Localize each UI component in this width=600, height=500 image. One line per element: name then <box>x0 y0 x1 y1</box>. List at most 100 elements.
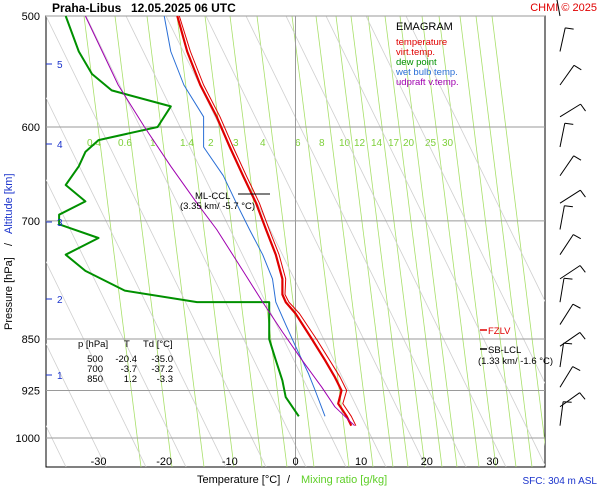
wind-barb <box>559 27 574 52</box>
wind-barb-flag <box>573 64 582 71</box>
x-tick-label: 30 <box>486 456 498 468</box>
table-cell: 1.2 <box>124 374 137 385</box>
series-dew-point <box>58 15 300 417</box>
wind-barb-flag <box>579 332 586 340</box>
wind-barbs <box>555 0 586 426</box>
wind-barb <box>559 303 581 325</box>
wind-barb-staff <box>559 303 574 325</box>
wind-barb <box>559 189 586 204</box>
series-temperature <box>176 15 353 427</box>
x-axis-label-2: Mixing ratio [g/kg] <box>301 474 387 486</box>
mixing-ratio-label: 1 <box>150 138 156 149</box>
mixing-ratio-line <box>475 16 533 467</box>
mixing-ratio-label: 0.6 <box>118 138 132 149</box>
wind-barb-flag <box>579 392 586 400</box>
wind-barb <box>559 64 582 86</box>
table-header-td: Td [°C] <box>143 339 173 350</box>
wind-barb <box>559 103 586 118</box>
wind-barb-staff <box>559 205 565 230</box>
x-axis-separator: / <box>287 474 291 486</box>
legend-virt-temp: virt.temp. <box>396 47 435 58</box>
altitude-label: 1 <box>57 371 63 382</box>
y-tick-label: 925 <box>22 386 40 398</box>
wind-barb-staff <box>559 392 580 408</box>
sb-lcl-label: SB-LCL <box>488 345 521 356</box>
dry-adiabat <box>85 16 307 467</box>
wind-barb <box>559 277 573 303</box>
wind-barb-flag <box>563 342 573 345</box>
mixing-ratio-line <box>350 16 409 467</box>
dry-adiabat <box>245 16 467 467</box>
mixing-ratio-label: 12 <box>354 138 366 149</box>
wind-barb-staff <box>559 155 575 177</box>
wind-barb-staff <box>559 366 574 388</box>
table-header-t: T <box>124 339 130 350</box>
mixing-ratio-line <box>438 16 497 467</box>
mixing-ratio-label: 20 <box>403 138 415 149</box>
y-axis-separator: / <box>3 242 15 246</box>
grid-lines <box>46 15 545 467</box>
mixing-ratio-label: 8 <box>319 138 325 149</box>
wind-barb-flag <box>572 366 581 372</box>
wind-barb-staff <box>559 265 581 280</box>
dry-adiabat <box>0 16 26 467</box>
mixing-ratio-line <box>176 16 235 467</box>
dry-adiabat <box>46 261 147 467</box>
dry-adiabat <box>46 179 187 467</box>
mixing-ratio-label: 6 <box>295 138 301 149</box>
dry-adiabats <box>0 16 545 467</box>
wind-barb-staff <box>559 123 566 148</box>
legend-dew-point: dew point <box>396 57 437 68</box>
mixing-ratio-line <box>83 16 142 467</box>
y-axis-label-group: Pressure [hPa] / Altitude [km] <box>3 173 15 330</box>
table-cell: 700 <box>87 364 103 375</box>
wind-barb <box>559 205 573 230</box>
altitude-label: 3 <box>57 218 63 229</box>
dry-adiabat <box>365 16 545 384</box>
wind-barb <box>559 332 586 347</box>
altitude-label: 4 <box>57 140 63 151</box>
profile-series <box>58 15 357 427</box>
wind-barb-flag <box>579 265 586 273</box>
wind-barb-staff <box>559 278 565 303</box>
dry-adiabat <box>205 16 427 467</box>
wind-barb-flag <box>573 155 582 161</box>
y-tick-label: 600 <box>22 122 40 134</box>
table-cell: 500 <box>87 354 103 365</box>
wind-barb-flag <box>563 401 572 403</box>
sounding-table: p [hPa] T Td [°C] 500 -20.4 -35.0 700 -3… <box>78 339 173 385</box>
y-tick-label: 1000 <box>16 433 40 445</box>
wind-barb <box>555 0 561 17</box>
dry-adiabat <box>325 16 545 466</box>
legend-updraft: udpraft v.temp. <box>396 77 459 88</box>
ml-ccl-label: ML-CCL <box>195 191 230 202</box>
x-axis-label: Temperature [°C] <box>197 474 280 486</box>
wind-barb-staff <box>559 189 581 204</box>
wind-barb <box>559 366 581 388</box>
y-tick-label: 850 <box>22 334 40 346</box>
mixing-ratio-line <box>459 16 517 467</box>
wind-barb-flag <box>565 27 574 30</box>
dry-adiabat <box>46 16 267 467</box>
wind-barb-staff <box>559 234 574 255</box>
station-name: Praha-Libus <box>52 1 122 15</box>
table-cell: -3.3 <box>157 374 173 385</box>
wind-barb <box>559 234 581 255</box>
wind-barb-flag <box>579 189 586 198</box>
wind-barb-flag <box>573 234 581 240</box>
wind-barb-staff <box>559 65 575 86</box>
dry-adiabat <box>285 16 507 467</box>
dry-adiabat <box>405 16 545 302</box>
mixing-ratio-label: 4 <box>260 138 266 149</box>
mixing-ratio-lines: 0.4 0.6 1 1.4 2 3 4 6 8 10 12 14 17 20 25 30 <box>83 16 545 467</box>
mixing-ratio-line <box>367 16 426 467</box>
table-cell: -37.2 <box>151 364 173 375</box>
series-udpraft-v-temp <box>84 15 355 427</box>
wind-barb-flag <box>564 205 573 208</box>
wind-barb <box>559 155 582 177</box>
y-tick-label: 500 <box>22 11 40 23</box>
wind-barb <box>559 122 574 148</box>
